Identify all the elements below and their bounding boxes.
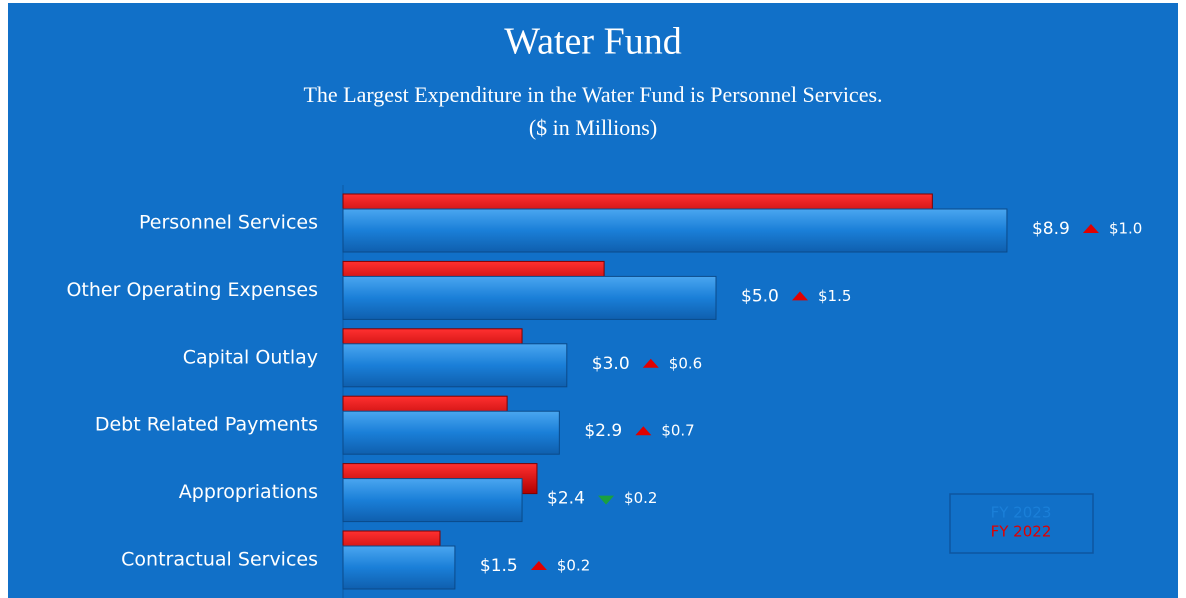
- value-label: $2.4: [547, 489, 585, 509]
- change-arrow: [635, 426, 652, 436]
- change-arrow: [598, 495, 615, 505]
- value-label: $5.0: [741, 286, 779, 306]
- value-label: $3.0: [592, 354, 630, 374]
- change-label: $0.2: [624, 489, 657, 507]
- category-label: Other Operating Expenses: [66, 279, 318, 301]
- category-label: Personnel Services: [139, 212, 318, 234]
- change-arrow: [792, 291, 808, 301]
- change-arrow: [530, 561, 547, 570]
- change-label: $1.5: [818, 287, 851, 305]
- legend-label: FY 2023: [991, 504, 1052, 522]
- category-label: Contractual Services: [121, 549, 318, 571]
- chart-title: Water Fund: [504, 21, 681, 63]
- unit-note: ($ in Millions): [529, 115, 657, 140]
- bar: [342, 275, 717, 320]
- value-label: $1.5: [480, 556, 518, 576]
- change-label: $0.7: [661, 422, 694, 440]
- value-label: $2.9: [584, 421, 622, 441]
- bar: [342, 208, 1008, 253]
- legend-label: FY 2022: [991, 523, 1052, 541]
- change-label: $1.0: [1109, 220, 1142, 238]
- chart-subtitle: The Largest Expenditure in the Water Fun…: [303, 82, 882, 107]
- change-arrow: [1082, 224, 1099, 233]
- bar: [342, 410, 560, 455]
- bar: [342, 478, 523, 523]
- change-arrow: [642, 358, 659, 368]
- change-label: $0.6: [669, 354, 702, 372]
- bar: [342, 343, 568, 388]
- category-label: Debt Related Payments: [95, 414, 318, 436]
- value-label: $8.9: [1032, 219, 1070, 239]
- category-label: Capital Outlay: [183, 346, 318, 368]
- change-label: $0.2: [557, 557, 590, 575]
- category-label: Appropriations: [179, 481, 318, 503]
- bar: [342, 545, 456, 590]
- legend-box: [949, 493, 1094, 554]
